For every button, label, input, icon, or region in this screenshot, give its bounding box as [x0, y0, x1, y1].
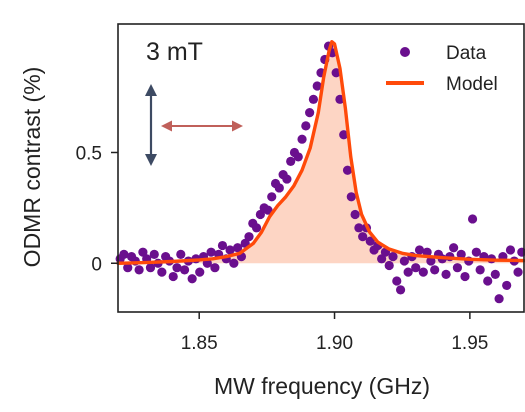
x-tick-label: 1.95	[451, 333, 488, 354]
model-fill-area	[118, 41, 524, 264]
data-point	[494, 294, 504, 304]
data-point	[422, 247, 432, 257]
data-point	[123, 263, 133, 273]
model-curve	[116, 40, 525, 265]
data-point	[418, 267, 428, 277]
data-point	[244, 232, 254, 242]
data-point	[513, 267, 523, 277]
data-point	[145, 263, 156, 273]
y-axis-ticks: 00.5	[76, 143, 118, 275]
data-point	[251, 223, 262, 233]
data-point	[293, 152, 303, 162]
data-point	[426, 256, 436, 266]
data-point	[471, 247, 481, 257]
data-point	[365, 236, 375, 246]
data-point	[233, 243, 243, 253]
data-point	[441, 269, 451, 279]
legend: Data Model	[386, 43, 498, 95]
horizontal-arrow-head-left	[161, 120, 172, 132]
data-point	[430, 265, 440, 275]
data-point	[172, 263, 182, 273]
data-point	[339, 130, 349, 140]
data-point	[149, 249, 159, 259]
x-axis-ticks: 1.85 1.90 1.95	[181, 312, 488, 354]
y-tick-label: 0.5	[76, 143, 102, 164]
data-point	[350, 209, 360, 220]
data-point	[206, 247, 216, 257]
data-point	[346, 192, 356, 202]
data-point	[414, 245, 425, 255]
data-point	[168, 271, 178, 282]
data-point	[179, 265, 190, 275]
data-point	[460, 271, 470, 282]
data-point	[392, 276, 402, 286]
data-point	[274, 183, 284, 193]
data-point	[483, 276, 493, 286]
data-point	[358, 232, 368, 242]
data-point	[119, 249, 129, 259]
legend-data-marker	[400, 47, 410, 57]
data-point	[384, 260, 394, 271]
data-point	[517, 247, 525, 257]
data-point	[305, 108, 315, 118]
field-annotation: 3 mT	[146, 38, 203, 66]
data-point	[301, 121, 311, 131]
data-point	[399, 256, 409, 266]
data-point	[388, 252, 398, 262]
data-point	[282, 174, 292, 184]
x-axis-title: MW frequency (GHz)	[214, 373, 430, 399]
model-fill-region	[118, 41, 524, 264]
data-point	[176, 249, 186, 259]
data-point	[490, 269, 500, 279]
data-point	[395, 285, 406, 295]
data-point	[134, 265, 144, 275]
data-point	[403, 267, 413, 277]
vertical-arrow-head-down	[145, 154, 157, 166]
x-tick-label: 1.85	[181, 333, 218, 354]
data-point	[210, 263, 220, 273]
data-point	[449, 243, 459, 253]
data-point	[217, 240, 228, 251]
y-axis-title: ODMR contrast (%)	[19, 67, 45, 268]
data-point	[308, 94, 319, 104]
horizontal-arrow-head-right	[232, 120, 243, 132]
x-tick-label: 1.90	[316, 333, 353, 354]
data-point	[187, 274, 197, 284]
data-point	[456, 249, 466, 259]
data-point	[229, 258, 239, 268]
data-point	[286, 156, 296, 166]
data-point	[452, 263, 463, 273]
model-line	[116, 40, 525, 265]
data-point	[475, 265, 485, 275]
data-point	[267, 192, 277, 202]
vertical-arrow-head-up	[145, 84, 157, 96]
data-point	[225, 245, 235, 255]
data-point	[505, 245, 516, 255]
data-points	[115, 41, 525, 304]
plot-frame	[117, 23, 525, 313]
data-point	[342, 165, 353, 175]
y-tick-label: 0	[91, 254, 102, 275]
data-point	[297, 134, 307, 144]
data-point	[502, 280, 512, 291]
data-point	[411, 263, 421, 273]
data-point	[195, 267, 205, 277]
legend-data-label: Data	[446, 43, 487, 64]
data-point	[354, 223, 364, 233]
data-point	[312, 81, 322, 91]
data-point	[263, 205, 273, 215]
legend-model-label: Model	[446, 74, 498, 95]
arrow-annotations	[145, 84, 243, 166]
data-point	[331, 68, 341, 78]
data-point	[467, 214, 478, 224]
data-point	[157, 267, 167, 277]
